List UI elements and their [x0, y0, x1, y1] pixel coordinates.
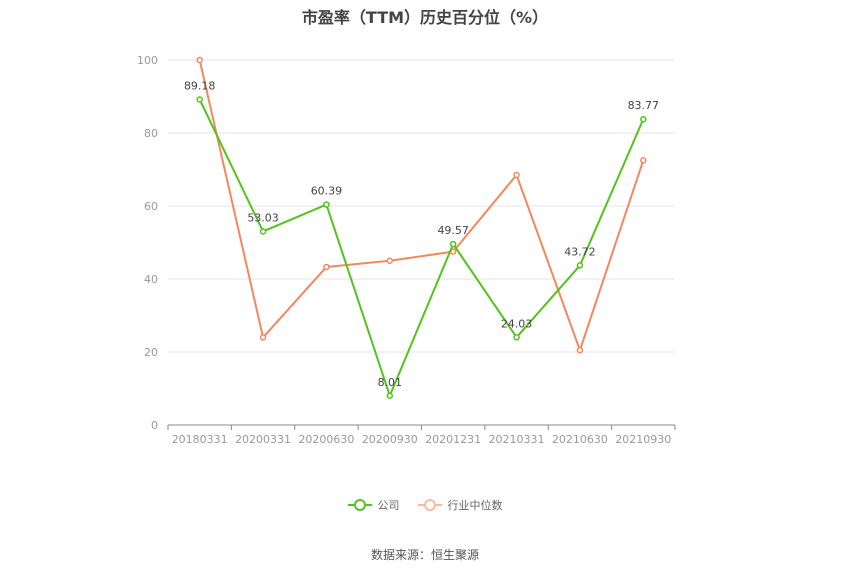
data-label-company-20210331: 24.03 [501, 317, 533, 330]
data-point-company-20210930[interactable] [640, 115, 647, 123]
data-point-industry-median-20210331[interactable] [513, 171, 520, 179]
data-label-company-20180331: 89.18 [184, 79, 216, 92]
data-label-company-20210630: 43.72 [564, 245, 596, 258]
legend-label-industry-median: 行业中位数 [447, 499, 503, 512]
data-point-industry-median-20210930[interactable] [640, 157, 647, 164]
source-note: 数据来源：恒生聚源 [370, 548, 479, 562]
data-label-company-20201231: 49.57 [437, 224, 469, 237]
legend-item-industry-median[interactable]: 行业中位数 [417, 497, 503, 513]
x-tick-label-20200930: 20200930 [362, 433, 418, 446]
y-tick-label-100: 100 [137, 54, 158, 67]
y-tick-label-60: 60 [144, 200, 158, 213]
data-point-company-20200331[interactable] [259, 228, 267, 235]
x-tick-label-20201231: 20201231 [425, 433, 481, 446]
x-tick-label-20200331: 20200331 [235, 433, 291, 446]
data-point-company-20180331[interactable] [196, 96, 203, 103]
x-tick-label-20210630: 20210630 [552, 433, 608, 446]
legend-swatch-industry-median [417, 499, 442, 511]
data-point-industry-median-20200930[interactable] [386, 257, 394, 264]
data-label-company-20200630: 60.39 [311, 185, 343, 198]
data-point-company-20200930[interactable] [386, 392, 394, 400]
y-tick-label-80: 80 [144, 127, 158, 140]
legend: 公司 行业中位数 [0, 497, 850, 513]
legend-item-company[interactable]: 公司 [347, 497, 400, 513]
data-point-industry-median-20200331[interactable] [259, 334, 267, 341]
series-line-company [198, 99, 645, 397]
x-tick-label-20200630: 20200630 [298, 433, 354, 446]
legend-swatch-company [347, 499, 372, 511]
data-point-company-20210331[interactable] [513, 334, 520, 341]
data-point-industry-median-20200630[interactable] [323, 263, 330, 271]
x-tick-label-20180331: 20180331 [172, 433, 228, 446]
data-point-company-20200630[interactable] [323, 201, 330, 208]
x-tick-label-20210331: 20210331 [489, 433, 545, 446]
y-tick-label-0: 0 [151, 419, 158, 432]
y-tick-label-20: 20 [144, 346, 158, 359]
data-point-industry-median-20210630[interactable] [576, 346, 584, 354]
data-point-industry-median-20180331[interactable] [196, 56, 203, 64]
y-tick-label-40: 40 [144, 273, 158, 286]
data-point-company-20201231[interactable] [449, 240, 457, 248]
data-label-company-20210930: 83.77 [628, 99, 660, 112]
data-label-company-20200930: 8.01 [378, 376, 403, 389]
data-label-company-20200331: 53.03 [247, 211, 279, 224]
series-line-industry-median [198, 59, 645, 352]
data-point-company-20210630[interactable] [576, 262, 584, 269]
chart-title: 市盈率（TTM）历史百分位（%） [301, 8, 549, 27]
legend-label-company: 公司 [377, 499, 400, 512]
x-tick-label-20210930: 20210930 [615, 433, 671, 446]
